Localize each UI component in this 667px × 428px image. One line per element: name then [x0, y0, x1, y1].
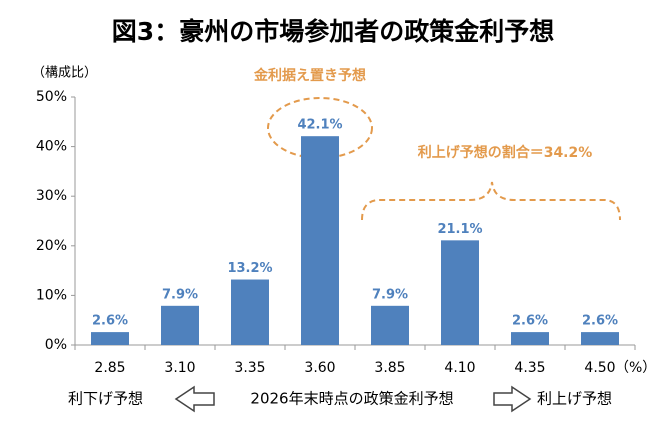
x-tick-label: 4.10: [444, 360, 475, 376]
x-tick-label: 3.35: [234, 360, 265, 376]
chart-title: 図3：豪州の市場参加者の政策金利予想: [112, 17, 554, 46]
left-arrow: [174, 385, 215, 413]
x-tick-label: 3.85: [374, 360, 405, 376]
y-unit-label: （構成比）: [32, 66, 97, 81]
bar: [161, 305, 199, 345]
x-tick-label: 3.60: [304, 360, 335, 376]
bar: [441, 240, 479, 345]
data-label: 2.6%: [92, 314, 128, 329]
annotation: 利上げ予想の割合＝34.2%: [418, 144, 593, 161]
data-label: 7.9%: [162, 287, 198, 302]
annotation: 金利据え置き予想: [253, 67, 366, 84]
data-label: 2.6%: [512, 314, 548, 329]
data-label: 13.2%: [227, 261, 272, 276]
x-tick-label: 4.50: [584, 360, 615, 376]
y-tick-label: 40%: [36, 139, 67, 155]
x-unit-label: （%）: [615, 360, 656, 376]
data-label: 7.9%: [372, 287, 408, 302]
data-label: 21.1%: [437, 222, 482, 237]
y-tick-label: 10%: [36, 287, 67, 303]
y-tick-label: 50%: [36, 89, 67, 105]
bar: [91, 332, 129, 345]
bar: [301, 136, 339, 345]
annotation-brace: [361, 181, 621, 221]
y-tick-label: 30%: [36, 188, 67, 204]
right-label: 利上げ予想: [537, 390, 612, 408]
data-label: 2.6%: [582, 314, 618, 329]
data-label: 42.1%: [297, 118, 342, 133]
x-tick-label: 3.10: [164, 360, 195, 376]
x-tick-label: 2.85: [94, 360, 125, 376]
bar: [581, 332, 619, 345]
bar: [231, 279, 269, 345]
left-label: 利下げ予想: [68, 390, 143, 408]
right-arrow: [493, 385, 532, 413]
bar: [511, 332, 549, 345]
bar: [371, 305, 409, 345]
x-tick-label: 4.35: [514, 360, 545, 376]
y-tick-label: 0%: [45, 337, 67, 353]
y-tick-label: 20%: [36, 238, 67, 254]
x-axis-label: 2026年末時点の政策金利予想: [250, 390, 453, 408]
